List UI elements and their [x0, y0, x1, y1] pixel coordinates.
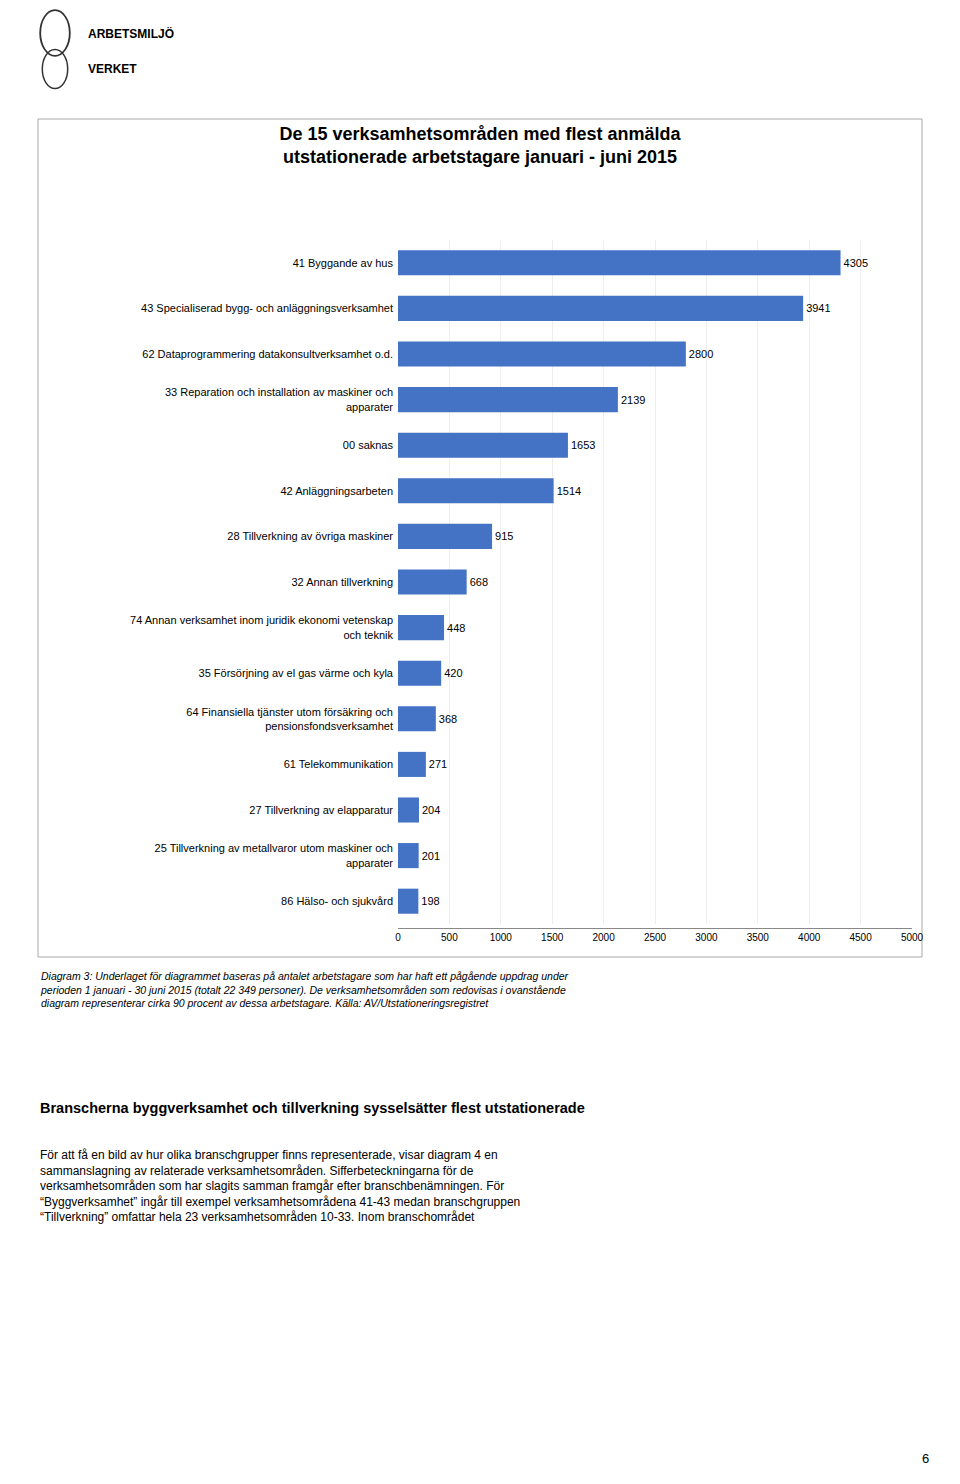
svg-text:668: 668 [470, 576, 488, 588]
svg-text:VERKET: VERKET [88, 62, 137, 76]
svg-text:4500: 4500 [849, 932, 872, 943]
svg-text:61 Telekommunikation: 61 Telekommunikation [284, 758, 393, 770]
svg-text:4305: 4305 [844, 257, 868, 269]
svg-text:420: 420 [444, 667, 462, 679]
svg-text:28 Tillverkning av övriga mask: 28 Tillverkning av övriga maskiner [227, 530, 393, 542]
svg-text:3000: 3000 [695, 932, 718, 943]
svg-text:0: 0 [395, 932, 401, 943]
svg-text:43 Specialiserad bygg- och anl: 43 Specialiserad bygg- och anläggningsve… [141, 302, 393, 314]
svg-text:2500: 2500 [644, 932, 667, 943]
svg-text:ARBETSMILJÖ: ARBETSMILJÖ [88, 26, 174, 41]
svg-text:3500: 3500 [747, 932, 770, 943]
svg-text:42 Anläggningsarbeten: 42 Anläggningsarbeten [280, 485, 393, 497]
svg-text:448: 448 [447, 622, 465, 634]
svg-text:368: 368 [439, 713, 457, 725]
svg-text:27 Tillverkning av elapparatur: 27 Tillverkning av elapparatur [249, 804, 393, 816]
svg-text:62 Dataprogrammering datakonsu: 62 Dataprogrammering datakonsultverksamh… [142, 348, 393, 360]
svg-text:De 15 verksamhetsområden med f: De 15 verksamhetsområden med flest anmäl… [279, 124, 681, 167]
svg-text:33 Reparation och installation: 33 Reparation och installation av maskin… [165, 386, 393, 412]
svg-text:198: 198 [421, 895, 439, 907]
svg-text:25 Tillverkning av metallvaror: 25 Tillverkning av metallvaror utom mask… [155, 842, 394, 868]
svg-text:00 saknas: 00 saknas [343, 439, 394, 451]
svg-text:271: 271 [429, 758, 447, 770]
svg-text:För att få en bild av hur olik: För att få en bild av hur olika branschg… [40, 1148, 520, 1224]
svg-text:64 Finansiella tjänster utom f: 64 Finansiella tjänster utom försäkring … [186, 705, 393, 731]
svg-text:86 Hälso- och sjukvård: 86 Hälso- och sjukvård [281, 895, 393, 907]
svg-text:35 Försörjning av el gas värme: 35 Försörjning av el gas värme och kyla [199, 667, 394, 679]
svg-text:201: 201 [422, 850, 440, 862]
svg-text:3941: 3941 [806, 302, 830, 314]
svg-text:915: 915 [495, 530, 513, 542]
svg-text:Branscherna byggverksamhet och: Branscherna byggverksamhet och tillverkn… [40, 1100, 585, 1116]
svg-text:1514: 1514 [557, 485, 581, 497]
svg-text:Diagram 3: Underlaget för diag: Diagram 3: Underlaget för diagrammet bas… [40, 970, 569, 1009]
svg-text:204: 204 [422, 804, 440, 816]
svg-text:1653: 1653 [571, 439, 595, 451]
svg-text:2000: 2000 [592, 932, 615, 943]
svg-text:4000: 4000 [798, 932, 821, 943]
svg-text:74 Annan verksamhet inom jurid: 74 Annan verksamhet inom juridik ekonomi… [130, 614, 393, 640]
svg-text:1000: 1000 [490, 932, 513, 943]
svg-text:32 Annan tillverkning: 32 Annan tillverkning [291, 576, 393, 588]
svg-text:5000: 5000 [901, 932, 924, 943]
svg-text:500: 500 [441, 932, 458, 943]
svg-text:2800: 2800 [689, 348, 713, 360]
svg-text:2139: 2139 [621, 394, 645, 406]
svg-text:1500: 1500 [541, 932, 564, 943]
svg-text:41 Byggande av hus: 41 Byggande av hus [293, 257, 394, 269]
svg-text:6: 6 [922, 1451, 929, 1466]
